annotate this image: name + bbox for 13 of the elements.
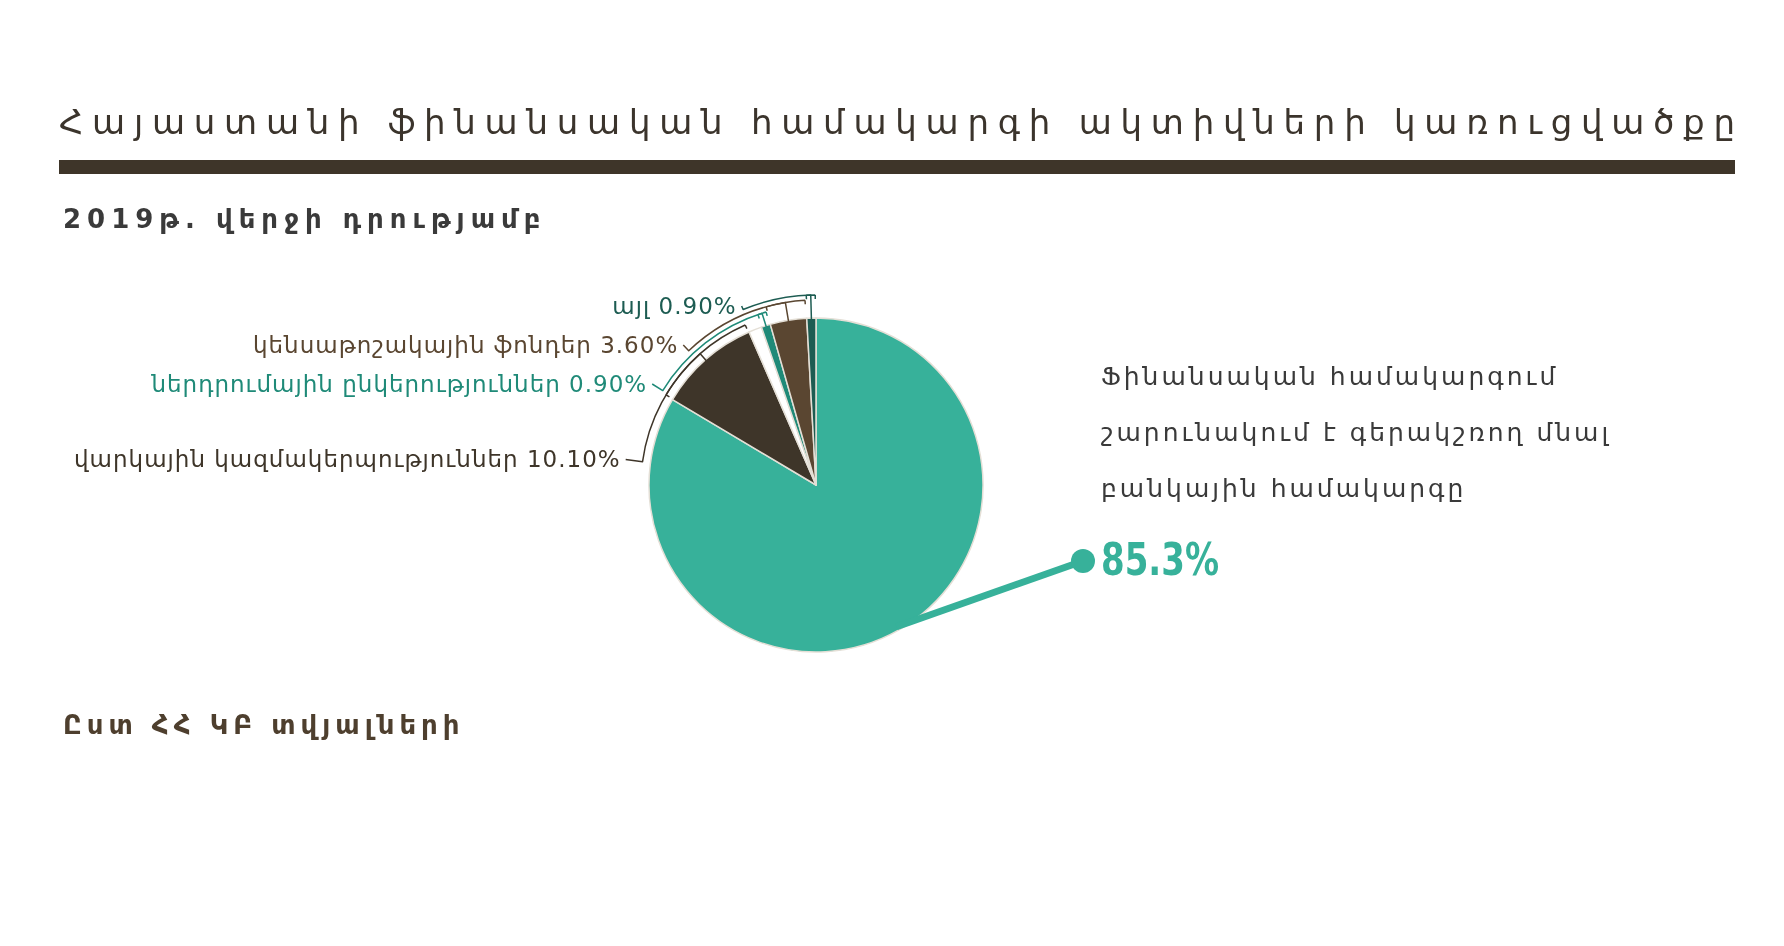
data-label: 3.60% xyxy=(600,332,679,358)
chart-title: Հայաստանի ֆինանսական համակարգի ակտիվների կառուցվածքը xyxy=(59,102,1735,142)
data-label: 85.3% xyxy=(1101,534,1254,585)
data-label: 0.90% xyxy=(658,293,737,319)
slice-label: այլ xyxy=(612,293,651,319)
slice-label: կենսաթոշակային ֆոնդեր xyxy=(252,332,592,358)
data-label: 10.10% xyxy=(526,446,621,473)
text: Ֆինանսական համակարգում շարունակում է գերակշռող մնալ բանկային համակարգը xyxy=(1101,362,1612,503)
data-label: 0.90% xyxy=(569,371,648,397)
slice-label: վարկային կազմակերպություններ xyxy=(74,446,519,473)
slice-label: ներդրումային ընկերություններ xyxy=(150,371,561,397)
chart-subtitle: 2019թ. վերջի դրությամբ xyxy=(63,204,547,234)
text: Ըստ ՀՀ ԿԲ տվյալների xyxy=(63,710,465,740)
